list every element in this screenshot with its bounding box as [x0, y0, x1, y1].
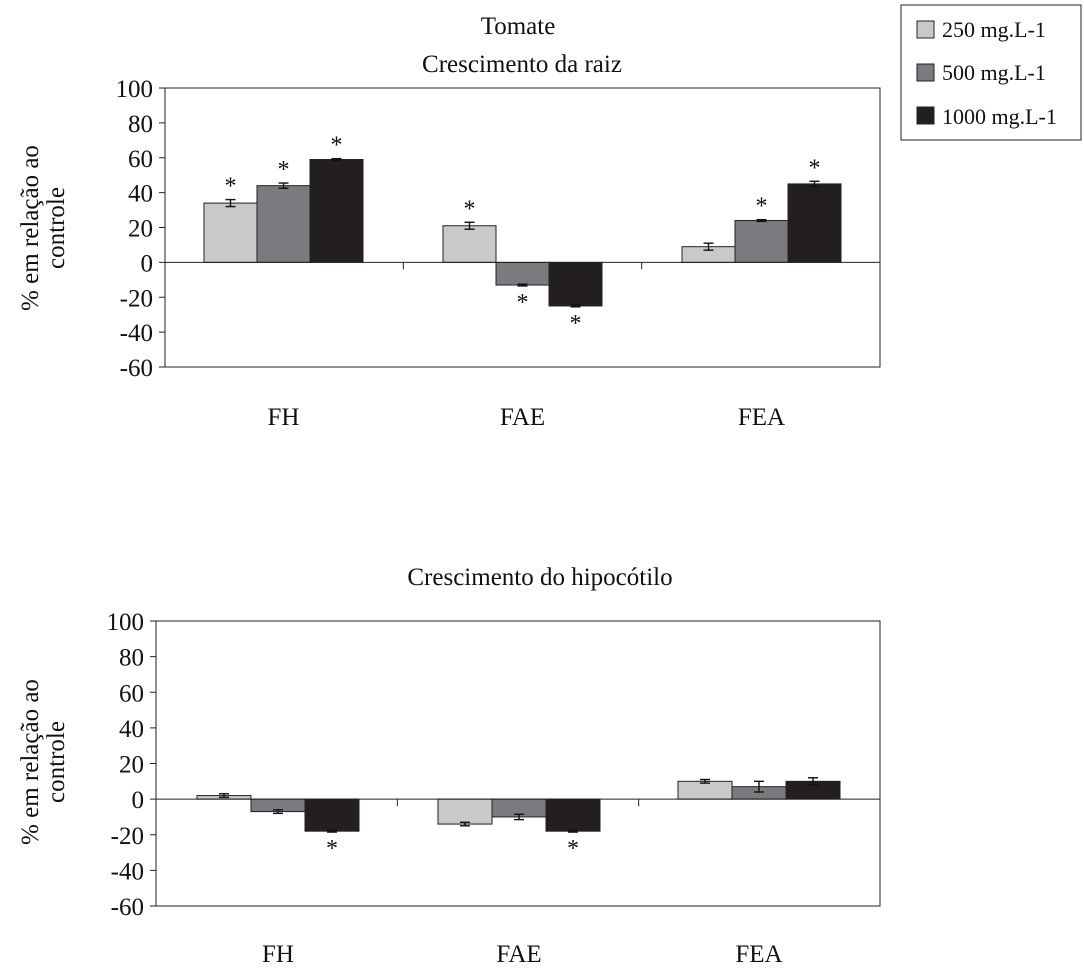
y-tick-label: -40 — [120, 320, 153, 347]
x-category-label: FH — [268, 404, 300, 431]
bar — [545, 798, 601, 832]
x-category-label: FH — [262, 941, 294, 965]
chart-subtitle-raiz: Crescimento da raiz — [422, 51, 622, 78]
significance-star: * — [756, 194, 768, 220]
significance-star: * — [567, 836, 579, 862]
y-axis-label-line: % em relação ao — [17, 145, 44, 311]
y-tick-label: -60 — [120, 355, 153, 382]
y-tick-label: 20 — [128, 216, 153, 243]
bar — [309, 158, 364, 263]
bar — [787, 183, 842, 263]
y-tick-label: 80 — [119, 645, 144, 672]
y-tick-label: 100 — [116, 76, 154, 103]
y-tick-label: -20 — [120, 285, 153, 312]
y-tick-label: 0 — [132, 787, 145, 814]
y-tick-label: 80 — [128, 111, 153, 138]
significance-star: * — [570, 311, 582, 337]
plot-hypocotyl-growth: 100 80 60 40 20 0 -20 -40 -60 % em relação aocont… — [17, 609, 881, 968]
plot-root-growth: 100 80 60 40 20 0 -20 -40 -60 % em relação aocont… — [17, 76, 881, 431]
chart-subtitle-hipocotilo: Crescimento do hipocótilo — [407, 564, 672, 591]
y-tick-label: -40 — [111, 858, 144, 885]
y-tick-label: 40 — [128, 181, 153, 208]
legend: 250 mg.L-1 500 mg.L-1 1000 mg.L-1 — [900, 4, 1082, 141]
y-tick-label: 0 — [141, 250, 154, 277]
x-category-label: FEA — [735, 941, 782, 965]
y-tick-label: 60 — [119, 680, 144, 707]
y-axis-label-line: % em relação ao — [17, 679, 44, 845]
bar — [442, 225, 497, 263]
significance-star: * — [464, 196, 476, 222]
bar — [677, 780, 733, 800]
significance-star: * — [225, 174, 237, 200]
y-axis-label: % em relação aocontrole — [17, 145, 70, 311]
legend-label-500: 500 mg.L-1 — [942, 60, 1046, 85]
y-axis-label-line: controle — [43, 721, 70, 803]
legend-label-250: 250 mg.L-1 — [942, 17, 1046, 42]
legend-swatch-250 — [916, 20, 935, 39]
significance-star: * — [278, 157, 290, 183]
significance-star: * — [331, 133, 343, 159]
bar — [437, 798, 493, 825]
plot-area-frame — [155, 620, 881, 907]
legend-label-1000: 1000 mg.L-1 — [942, 104, 1057, 129]
legend-swatch-1000 — [916, 106, 935, 125]
x-category-label: FAE — [496, 941, 541, 965]
legend-swatch-500 — [916, 63, 935, 82]
bar — [734, 220, 789, 263]
significance-star: * — [517, 290, 529, 316]
bar — [304, 798, 360, 832]
y-tick-label: 100 — [107, 609, 145, 636]
y-axis-label: % em relação aocontrole — [17, 679, 70, 845]
y-tick-label: -60 — [111, 894, 144, 921]
bar — [256, 185, 311, 263]
y-tick-label: 60 — [128, 146, 153, 173]
x-category-label: FAE — [500, 404, 545, 431]
significance-star: * — [326, 836, 338, 862]
y-axis-label-line: controle — [43, 187, 70, 269]
significance-star: * — [809, 155, 821, 181]
y-tick-label: 40 — [119, 716, 144, 743]
bar — [495, 261, 550, 286]
y-tick-label: 20 — [119, 752, 144, 779]
y-tick-label: -20 — [111, 823, 144, 850]
bar — [203, 202, 258, 263]
x-category-label: FEA — [738, 404, 785, 431]
chart-title: Tomate — [481, 13, 556, 40]
bar — [548, 261, 603, 307]
